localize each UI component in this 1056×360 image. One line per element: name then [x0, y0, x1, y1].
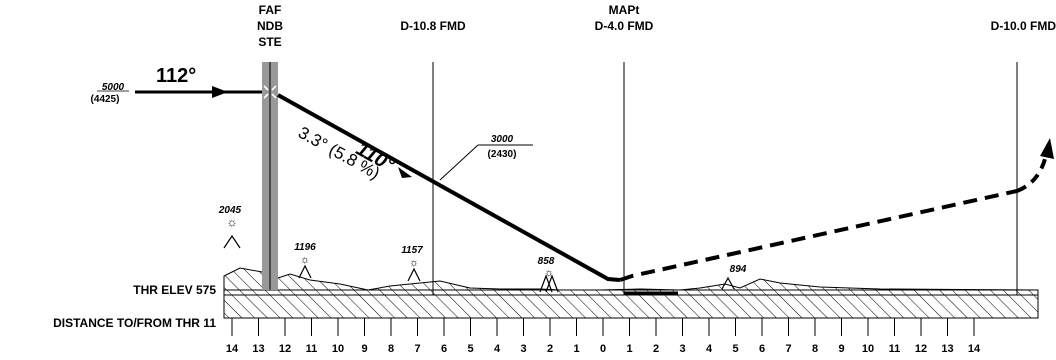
distance-tick-label: 1	[573, 343, 579, 355]
obstacle-1157-symbol	[407, 267, 421, 282]
distance-scale-ticks	[231, 318, 975, 336]
missed-approach-path	[619, 189, 1018, 282]
d100-label: D-10.0 FMD	[991, 19, 1056, 33]
distance-label: DISTANCE TO/FROM THR 11	[53, 316, 216, 330]
obstacle-1196-symbol	[298, 264, 312, 279]
distance-tick-label: 9	[838, 343, 844, 355]
distance-tick-label: 8	[812, 343, 818, 355]
distance-tick-label: 7	[785, 343, 791, 355]
obstacle-2045-light: ☼	[227, 215, 238, 229]
obstacle-858-light: ☼	[544, 267, 554, 279]
obstacle-858: 858 ☼	[538, 256, 559, 293]
obstacle-1157-label: 1157	[401, 245, 423, 256]
distance-tick-label: 0	[600, 343, 606, 355]
obstacle-894-symbol	[721, 276, 735, 290]
obstacle-2045-label: 2045	[218, 205, 242, 216]
ndb-symbol	[263, 85, 277, 99]
mapt-label: MAPt	[609, 3, 640, 17]
obstacle-1157-light: ☼	[409, 257, 419, 269]
faf-label-line2: NDB	[257, 19, 283, 33]
distance-tick-label: 3	[520, 343, 526, 355]
mapt-distance-label: D-4.0 FMD	[595, 19, 654, 33]
distance-tick-label: 6	[759, 343, 765, 355]
distance-tick-label: 4	[706, 343, 713, 355]
obstacle-1196: 1196 ☼	[294, 242, 316, 279]
distance-tick-label: 8	[388, 343, 394, 355]
obstacle-894-label: 894	[730, 264, 747, 275]
stepdown-altitude: 3000	[491, 134, 514, 145]
obstacle-2045: 2045 ☼	[218, 205, 242, 249]
faf-label-line3: STE	[258, 35, 281, 49]
distance-tick-label: 14	[968, 343, 981, 355]
distance-tick-label: 2	[547, 343, 553, 355]
obstacle-2045-symbol	[223, 234, 241, 249]
distance-tick-label: 3	[679, 343, 685, 355]
distance-tick-label: 11	[306, 343, 318, 355]
distance-tick-label: 5	[732, 343, 738, 355]
descent-arrowhead	[398, 167, 412, 178]
distance-tick-label: 13	[252, 343, 264, 355]
distance-tick-label: 12	[279, 343, 291, 355]
inbound-course: 112°	[156, 65, 196, 87]
descent-path	[277, 93, 621, 282]
thr-elev-label: THR ELEV 575	[133, 283, 216, 297]
faf-label-line1: FAF	[259, 3, 282, 17]
distance-tick-label: 12	[915, 343, 927, 355]
missed-approach-arrowhead	[1040, 138, 1054, 159]
distance-tick-label: 9	[361, 343, 367, 355]
distance-tick-label: 1	[626, 343, 632, 355]
distance-tick-label: 14	[226, 343, 239, 355]
obstacle-1157: 1157 ☼	[401, 245, 423, 282]
distance-scale-labels: 14 13 12 11 10 9 8 7 6 5 4 3 2 1 0 1 2 3 4 5 6 7 8 9 10 11 12 13 14	[226, 343, 981, 355]
distance-tick-label: 6	[441, 343, 447, 355]
obstacle-1196-label: 1196	[294, 242, 316, 253]
ground-hatch	[223, 294, 1039, 319]
inbound-arrowhead	[212, 86, 228, 98]
distance-tick-label: 13	[941, 343, 953, 355]
d108-label: D-10.8 FMD	[400, 19, 466, 33]
stepdown-height: (2430)	[488, 149, 517, 160]
obstacle-894: 894	[721, 264, 747, 290]
stepdown-leader	[439, 144, 479, 181]
missed-approach-turn	[1016, 154, 1048, 193]
faf-label: FAF NDB STE	[257, 3, 283, 49]
distance-tick-label: 4	[494, 343, 501, 355]
distance-tick-label: 10	[862, 343, 874, 355]
inbound-height: (4425)	[91, 94, 120, 105]
obstacle-858-symbol	[539, 274, 559, 293]
distance-tick-label: 10	[332, 343, 344, 355]
distance-tick-label: 7	[414, 343, 420, 355]
distance-tick-label: 5	[467, 343, 473, 355]
terrain-profile	[223, 267, 1039, 296]
obstacle-858-label: 858	[538, 256, 555, 267]
distance-tick-label: 11	[889, 343, 901, 355]
obstacle-1196-light: ☼	[300, 254, 310, 266]
inbound-altitude: 5000	[102, 82, 125, 93]
distance-tick-label: 2	[653, 343, 659, 355]
